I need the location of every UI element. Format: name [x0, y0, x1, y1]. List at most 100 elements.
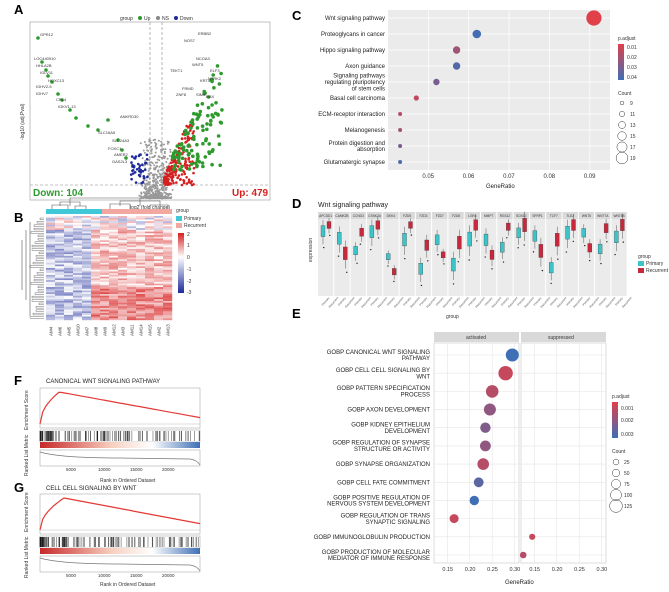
heatmap-cell: [127, 307, 137, 310]
heatmap-cell: [145, 304, 155, 307]
heatmap-cell: [136, 224, 146, 227]
heatmap-cell: [55, 248, 65, 251]
volcano-point-ns: [169, 151, 172, 153]
kegg-count-legend-label: 9: [630, 101, 633, 107]
heatmap-cell: [73, 257, 83, 260]
heatmap-cell: [73, 224, 83, 227]
boxplot-group-label: Recurrent: [426, 296, 438, 309]
volcano-point-up: [186, 126, 190, 129]
heatmap-cell: [109, 219, 119, 222]
heatmap-cell: [154, 228, 164, 231]
heatmap-cell: [163, 295, 173, 298]
boxplot-facet-strip: [383, 212, 399, 219]
go-x-tick: 0.20: [465, 567, 476, 573]
heatmap-cell: [109, 243, 119, 246]
go-term-label: GOBP IMMUNOGLOBULIN PRODUCTION: [314, 535, 430, 541]
heatmap-cell: [91, 219, 101, 222]
volcano-point-down-sig: [44, 68, 48, 72]
heatmap-cell: [100, 307, 110, 310]
heatmap-cell: [127, 292, 137, 295]
heatmap-cell: [64, 222, 74, 225]
heatmap-cell: [82, 262, 92, 265]
heatmap-cell: [127, 254, 137, 257]
heatmap-cell: [100, 255, 110, 258]
heatmap-cell: [136, 276, 146, 279]
heatmap-cell: [145, 248, 155, 251]
kegg-count-legend-label: 13: [630, 123, 636, 129]
heatmap-cell: [82, 236, 92, 239]
volcano-point-ns: [148, 161, 151, 164]
boxplot-facet-strip: [350, 212, 366, 219]
heatmap-cell: [136, 299, 146, 302]
go-xlabel: GeneRatio: [505, 580, 534, 586]
heatmap-cell: [73, 292, 83, 295]
heatmap-cell: [73, 287, 83, 289]
heatmap-cell: [100, 224, 110, 227]
heatmap-cell: [118, 281, 128, 284]
heatmap-scale-2: 2: [187, 232, 190, 238]
heatmap-cell: [46, 262, 56, 265]
volcano-point-ns: [148, 140, 151, 143]
volcano-point-ns: [138, 194, 141, 197]
volcano-point-ns: [162, 187, 165, 190]
heatmap-cell: [82, 238, 92, 241]
volcano-point-up-sig: [195, 142, 199, 147]
go-padj-tick-2: 0.002: [621, 418, 634, 424]
heatmap-cell: [46, 243, 56, 246]
boxplot-facet-strip: [529, 212, 546, 219]
heatmap-cell: [91, 292, 101, 295]
heatmap-cell: [118, 266, 128, 269]
heatmap-cell: [109, 307, 119, 310]
volcano-point-down: [138, 166, 141, 170]
heatmap-cell: [100, 314, 110, 317]
heatmap-cell: [46, 276, 56, 279]
volcano-point-ns: [144, 193, 147, 196]
boxplot-box: [571, 219, 576, 231]
volcano-point-down: [133, 171, 137, 174]
heatmap-cell: [64, 254, 74, 257]
boxplot-box: [603, 223, 609, 233]
boxplot-group-label: Recurrent: [377, 296, 389, 309]
heatmap-cell: [118, 247, 128, 250]
heatmap-cell: [118, 226, 128, 229]
heatmap-cell: [64, 290, 74, 293]
heatmap-cell: [109, 283, 119, 286]
heatmap-cell: [73, 290, 83, 293]
heatmap-cell: [91, 252, 101, 255]
heatmap-cell: [73, 316, 83, 319]
volcano-point-down: [131, 169, 135, 172]
go-count-legend-dot: [609, 499, 623, 513]
volcano-point-down-sig: [124, 156, 128, 160]
volcano-point-ns: [162, 165, 165, 168]
heatmap-cell: [127, 266, 137, 269]
heatmap-cell: [82, 276, 92, 279]
boxplot-box: [473, 219, 478, 231]
volcano-point-up-sig: [189, 120, 193, 124]
heatmap-cell: [163, 226, 173, 229]
panel-g-label: G: [14, 480, 24, 495]
heatmap-cell: [55, 316, 65, 319]
heatmap-cell: [145, 307, 155, 310]
heatmap-cell: [100, 233, 110, 236]
heatmap-cell: [55, 273, 65, 276]
go-term-label: GOBP POSITIVE REGULATION OF NERVOUS SYSTE…: [327, 495, 430, 507]
heatmap-cell: [82, 259, 92, 262]
go-x-tick: 0.15: [442, 567, 453, 573]
heatmap-cell: [127, 273, 137, 276]
heatmap-cell: [163, 228, 173, 231]
volcano-point-ns: [159, 192, 162, 194]
volcano-point-up: [192, 130, 195, 133]
heatmap-cell: [64, 261, 74, 263]
heatmap-cell: [136, 217, 146, 220]
heatmap-cell: [100, 259, 110, 262]
boxplot-outlier: [506, 237, 508, 239]
heatmap-cell: [82, 285, 92, 288]
heatmap-cell: [91, 221, 101, 224]
heatmap-cell: [73, 274, 83, 277]
heatmap-cell: [82, 287, 92, 289]
heatmap-cell: [127, 245, 137, 248]
heatmap-cell: [82, 271, 92, 274]
heatmap-cell: [136, 281, 146, 284]
go-dot: [519, 551, 527, 559]
gsea-rank-gradient: [40, 548, 200, 554]
